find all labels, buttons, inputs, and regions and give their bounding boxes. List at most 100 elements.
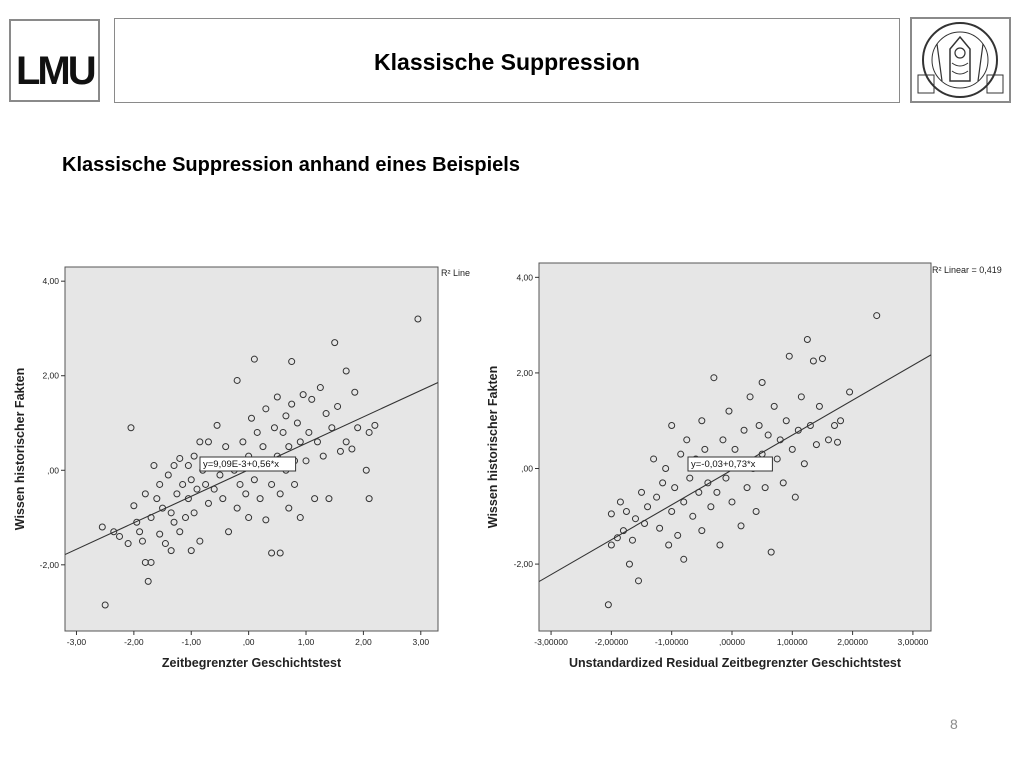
data-point bbox=[147, 558, 155, 566]
data-point bbox=[680, 555, 688, 563]
data-point bbox=[161, 540, 169, 548]
data-point bbox=[342, 438, 350, 446]
data-point bbox=[698, 527, 706, 535]
data-point bbox=[159, 504, 167, 512]
r2-label: R² Linear = 0,419 bbox=[932, 265, 1002, 275]
data-point bbox=[719, 436, 727, 444]
x-tick-label: 3,00 bbox=[413, 637, 430, 647]
data-point bbox=[184, 495, 192, 503]
data-point bbox=[176, 454, 184, 462]
data-point bbox=[202, 480, 210, 488]
data-point bbox=[101, 601, 109, 609]
data-point bbox=[755, 421, 763, 429]
data-point bbox=[270, 424, 278, 432]
data-point bbox=[262, 405, 270, 413]
data-point bbox=[182, 514, 190, 522]
data-point bbox=[311, 495, 319, 503]
data-point bbox=[262, 516, 270, 524]
data-point bbox=[701, 445, 709, 453]
data-point bbox=[722, 474, 730, 482]
x-tick-label: ,00 bbox=[243, 637, 255, 647]
x-tick-label: 1,00000 bbox=[777, 637, 808, 647]
data-point bbox=[607, 510, 615, 518]
data-point bbox=[837, 417, 845, 425]
data-point bbox=[815, 402, 823, 410]
data-point bbox=[136, 528, 144, 536]
data-point bbox=[141, 490, 149, 498]
data-point bbox=[308, 395, 316, 403]
y-tick-label: ,00 bbox=[521, 464, 533, 474]
data-point bbox=[216, 471, 224, 479]
data-point bbox=[233, 376, 241, 384]
data-point bbox=[316, 384, 324, 392]
data-point bbox=[607, 541, 615, 549]
data-point bbox=[167, 547, 175, 555]
data-point bbox=[824, 436, 832, 444]
data-point bbox=[683, 436, 691, 444]
y-tick-label: -2,00 bbox=[40, 560, 60, 570]
data-point bbox=[613, 534, 621, 542]
data-point bbox=[302, 457, 310, 465]
data-point bbox=[179, 480, 187, 488]
data-point bbox=[288, 358, 296, 366]
data-point bbox=[414, 315, 422, 323]
data-point bbox=[291, 480, 299, 488]
data-point bbox=[190, 452, 198, 460]
data-point bbox=[650, 455, 658, 463]
y-axis-label: Wissen historischer Fakten bbox=[13, 368, 27, 530]
data-point bbox=[831, 421, 839, 429]
data-point bbox=[170, 462, 178, 470]
y-axis-label: Wissen historischer Fakten bbox=[486, 366, 500, 528]
data-point bbox=[764, 431, 772, 439]
data-point bbox=[322, 410, 330, 418]
fit-equation-box bbox=[199, 456, 297, 472]
title-bar: Klassische Suppression bbox=[114, 18, 900, 103]
data-point bbox=[668, 508, 676, 516]
data-point bbox=[250, 355, 258, 363]
data-point bbox=[674, 531, 682, 539]
data-point bbox=[273, 393, 281, 401]
data-point bbox=[204, 438, 212, 446]
data-point bbox=[236, 480, 244, 488]
data-point bbox=[334, 402, 342, 410]
data-point bbox=[622, 508, 630, 516]
data-point bbox=[653, 493, 661, 501]
data-point bbox=[348, 445, 356, 453]
data-point bbox=[176, 528, 184, 536]
data-point bbox=[707, 503, 715, 511]
data-point bbox=[296, 438, 304, 446]
data-point bbox=[239, 438, 247, 446]
x-axis-label: Zeitbegrenzter Geschichtstest bbox=[162, 656, 342, 670]
data-point bbox=[782, 417, 790, 425]
data-point bbox=[746, 393, 754, 401]
data-point bbox=[365, 428, 373, 436]
x-tick-label: 2,00 bbox=[355, 637, 372, 647]
data-point bbox=[259, 443, 267, 451]
data-point bbox=[147, 514, 155, 522]
data-point bbox=[704, 479, 712, 487]
data-point bbox=[342, 367, 350, 375]
plot-area bbox=[64, 266, 439, 632]
y-tick-label: ,00 bbox=[47, 465, 59, 475]
data-point bbox=[184, 462, 192, 470]
data-point bbox=[619, 527, 627, 535]
data-point bbox=[276, 490, 284, 498]
data-point bbox=[138, 537, 146, 545]
data-point bbox=[773, 455, 781, 463]
x-tick-label: ,00000 bbox=[719, 637, 745, 647]
data-point bbox=[668, 421, 676, 429]
data-point bbox=[659, 479, 667, 487]
data-point bbox=[187, 476, 195, 484]
data-point bbox=[716, 541, 724, 549]
data-point bbox=[248, 414, 255, 422]
data-point bbox=[187, 547, 195, 555]
data-point bbox=[846, 388, 854, 396]
data-point bbox=[371, 421, 379, 429]
data-point bbox=[779, 479, 787, 487]
data-point bbox=[268, 480, 276, 488]
data-point bbox=[635, 577, 643, 585]
x-tick-label: 2,00000 bbox=[837, 637, 868, 647]
x-tick-label: -3,00 bbox=[67, 637, 87, 647]
data-point bbox=[268, 549, 276, 557]
data-point bbox=[250, 476, 258, 484]
